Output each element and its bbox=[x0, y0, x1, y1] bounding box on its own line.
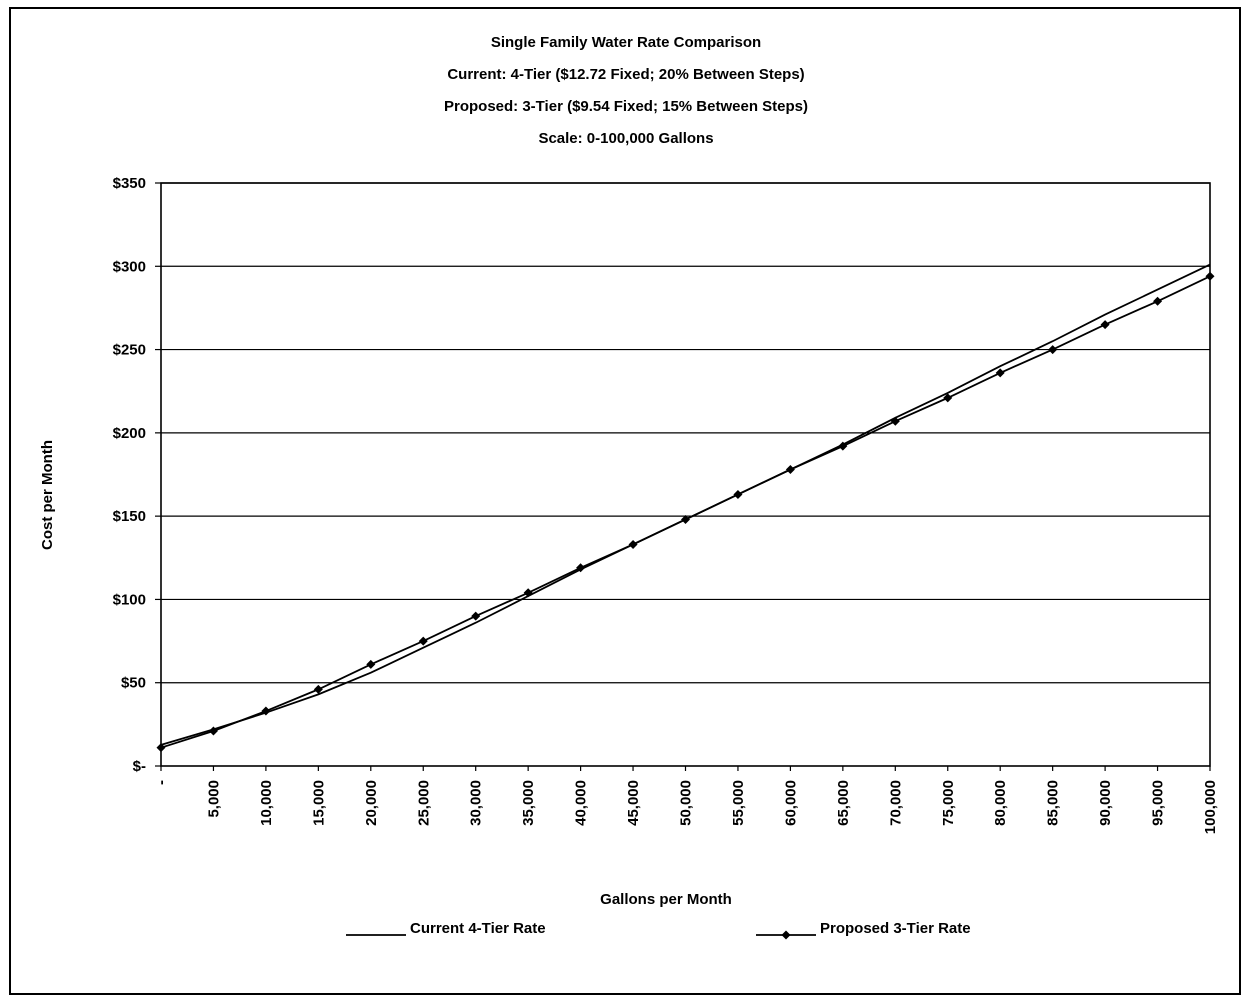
series-proposed-point bbox=[156, 743, 166, 753]
chart-title: Single Family Water Rate Comparison bbox=[490, 34, 762, 51]
series-proposed-point bbox=[523, 588, 533, 598]
y-tick-label: $250 bbox=[113, 342, 146, 359]
x-tick-label: 100,000 bbox=[1202, 780, 1219, 834]
x-tick-label: 55,000 bbox=[730, 780, 747, 826]
y-tick-label: $200 bbox=[113, 425, 146, 442]
x-tick-label: 70,000 bbox=[887, 780, 904, 826]
plot-area bbox=[160, 182, 1211, 767]
y-tick-label: $50 bbox=[121, 675, 146, 692]
legend-label-proposed: Proposed 3-Tier Rate bbox=[820, 920, 971, 937]
x-tick-label: 85,000 bbox=[1045, 780, 1062, 826]
x-tick-label: 25,000 bbox=[415, 780, 432, 826]
series-proposed-point bbox=[1205, 271, 1215, 281]
x-tick-label: 20,000 bbox=[363, 780, 380, 826]
x-tick-label: 10,000 bbox=[258, 780, 275, 826]
y-axis-title: Cost per Month bbox=[39, 440, 56, 550]
series-proposed-point bbox=[838, 441, 848, 451]
series-proposed-point bbox=[208, 726, 218, 736]
x-tick-label: 75,000 bbox=[940, 780, 957, 826]
legend-marker-proposed bbox=[781, 930, 791, 940]
series-proposed-point bbox=[261, 706, 271, 716]
x-tick-label: - bbox=[153, 780, 170, 785]
series-proposed-point bbox=[681, 514, 690, 524]
x-tick-label: 50,000 bbox=[678, 780, 695, 826]
chart-subtitle-proposed: Proposed: 3-Tier ($9.54 Fixed; 15% Betwe… bbox=[443, 98, 808, 115]
series-proposed-point bbox=[733, 489, 743, 499]
series-proposed-point bbox=[943, 393, 953, 403]
chart-frame bbox=[9, 7, 1241, 995]
y-tick-label: $350 bbox=[113, 175, 146, 192]
series-proposed-point bbox=[1048, 345, 1058, 355]
x-tick-label: 80,000 bbox=[992, 780, 1009, 826]
x-axis-title: Gallons per Month bbox=[600, 891, 732, 908]
series-proposed-point bbox=[1100, 320, 1110, 330]
y-tick-label: $100 bbox=[113, 591, 146, 608]
series-proposed-point bbox=[366, 659, 376, 669]
series-current-line bbox=[160, 263, 1211, 746]
series-proposed-point bbox=[313, 684, 323, 694]
y-tick-label: $- bbox=[133, 758, 146, 775]
y-tick-label: $300 bbox=[113, 258, 146, 275]
chart-subtitle-scale: Scale: 0-100,000 Gallons bbox=[538, 130, 714, 147]
series-proposed-point bbox=[418, 636, 428, 646]
x-tick-label: 65,000 bbox=[835, 780, 852, 826]
series-proposed-point bbox=[995, 368, 1005, 378]
series-proposed-point bbox=[576, 563, 586, 573]
legend-label-current: Current 4-Tier Rate bbox=[410, 920, 546, 937]
x-tick-label: 15,000 bbox=[310, 780, 327, 826]
x-tick-label: 45,000 bbox=[625, 780, 642, 826]
y-tick-label: $150 bbox=[113, 508, 146, 525]
x-tick-label: 30,000 bbox=[468, 780, 485, 826]
x-tick-label: 5,000 bbox=[205, 780, 222, 818]
series-proposed-point bbox=[628, 539, 638, 549]
series-proposed-point bbox=[785, 465, 795, 475]
chart-subtitle-current: Current: 4-Tier ($12.72 Fixed; 20% Betwe… bbox=[447, 66, 805, 83]
series-proposed-point bbox=[890, 416, 900, 426]
x-tick-label: 60,000 bbox=[782, 780, 799, 826]
x-tick-label: 40,000 bbox=[573, 780, 590, 826]
x-tick-label: 95,000 bbox=[1150, 780, 1167, 826]
series-proposed-point bbox=[1153, 296, 1163, 306]
series-proposed-point bbox=[471, 611, 481, 621]
x-tick-label: 35,000 bbox=[520, 780, 537, 826]
x-tick-label: 90,000 bbox=[1097, 780, 1114, 826]
